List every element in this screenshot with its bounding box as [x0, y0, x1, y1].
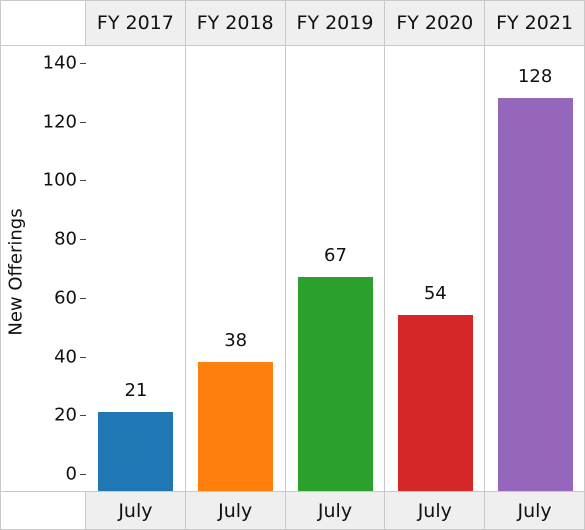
bar-value-label-2: 67	[324, 245, 347, 267]
panel-header-3: FY 2020	[385, 0, 486, 46]
y-tick-label-120: 120	[42, 111, 77, 133]
corner-bottom	[0, 491, 86, 530]
y-tick-label-80: 80	[54, 228, 77, 250]
x-category-label-3: July	[385, 491, 486, 530]
panel-header-1: FY 2018	[185, 0, 286, 46]
y-tick-mark-120	[80, 122, 86, 123]
y-tick-label-60: 60	[54, 287, 77, 309]
y-tick-label-0: 0	[65, 463, 77, 485]
y-tick-label-20: 20	[54, 404, 77, 426]
y-tick-label-140: 140	[42, 52, 77, 74]
y-axis-label: New Offerings	[5, 208, 27, 336]
bar-value-label-0: 21	[124, 380, 148, 402]
panel-header-4: FY 2021	[485, 0, 585, 46]
bar-2	[298, 277, 373, 491]
y-tick-mark-40	[80, 357, 86, 358]
x-category-label-1: July	[185, 491, 286, 530]
corner-top	[0, 0, 86, 46]
y-tick-mark-0	[80, 474, 86, 475]
panel-header-2: FY 2019	[285, 0, 386, 46]
bar-value-label-3: 54	[423, 283, 447, 305]
bar-0	[98, 412, 174, 491]
bar-value-label-1: 38	[224, 330, 248, 352]
y-tick-label-40: 40	[54, 346, 77, 368]
y-tick-mark-20	[80, 415, 86, 416]
y-tick-label-100: 100	[42, 169, 77, 191]
bar-4	[497, 98, 573, 491]
bar-3	[397, 315, 473, 491]
bar-1	[198, 362, 274, 491]
y-tick-mark-140	[80, 63, 86, 64]
bar-value-label-4: 128	[517, 66, 553, 88]
x-category-label-2: July	[285, 491, 386, 530]
x-category-label-0: July	[86, 491, 186, 530]
y-tick-mark-80	[80, 239, 86, 240]
y-tick-mark-100	[80, 180, 86, 181]
panel-header-0: FY 2017	[86, 0, 186, 46]
y-tick-mark-60	[80, 298, 86, 299]
x-category-label-4: July	[485, 491, 585, 530]
